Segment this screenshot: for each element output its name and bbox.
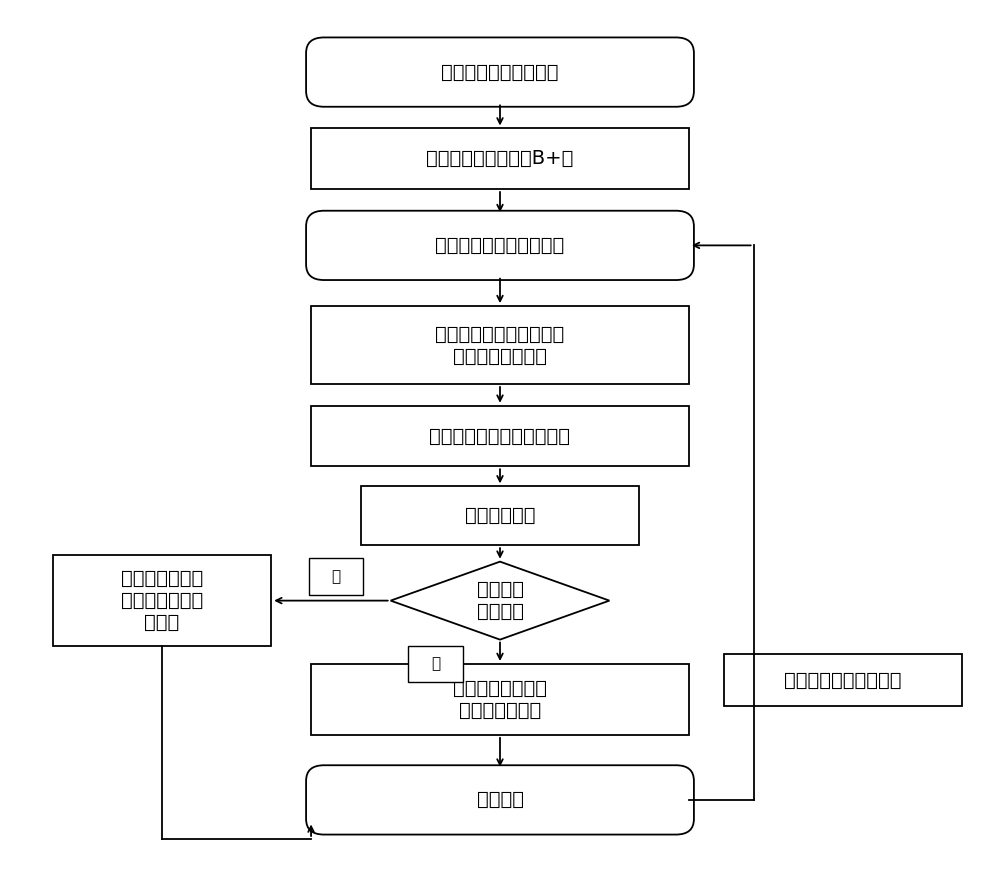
Text: 输出图表: 输出图表: [477, 790, 524, 809]
Text: 封装数据以及表头
信息到透视表中: 封装数据以及表头 信息到透视表中: [453, 679, 547, 720]
Bar: [311, 405, 689, 467]
Text: 分析数据立方体的结构: 分析数据立方体的结构: [441, 63, 559, 82]
FancyBboxPatch shape: [306, 37, 694, 106]
Text: 根据单元属性构造查询语句: 根据单元属性构造查询语句: [430, 426, 570, 446]
FancyBboxPatch shape: [306, 766, 694, 835]
Text: 封装数据以及表
头信息到散点图
矩阵中: 封装数据以及表 头信息到散点图 矩阵中: [121, 569, 203, 632]
Bar: [361, 487, 639, 545]
Text: 计算表头结构: 计算表头结构: [465, 507, 535, 525]
Bar: [311, 664, 689, 735]
Bar: [311, 306, 689, 384]
Bar: [53, 555, 271, 646]
Text: 输入（横纵轴表头配置）: 输入（横纵轴表头配置）: [435, 236, 565, 255]
Text: 横纵轴上
均有度量: 横纵轴上 均有度量: [477, 580, 524, 621]
Bar: [311, 128, 689, 189]
Bar: [408, 645, 463, 682]
Text: 计算表格数据区域的结构
以及表格单元属性: 计算表格数据区域的结构 以及表格单元属性: [435, 324, 565, 365]
Polygon shape: [391, 562, 609, 640]
Text: 修改横纵轴表头的配置: 修改横纵轴表头的配置: [784, 671, 902, 690]
FancyBboxPatch shape: [306, 211, 694, 280]
Text: 是: 是: [331, 569, 340, 584]
Text: 构建立方体维度层级B+树: 构建立方体维度层级B+树: [426, 149, 574, 168]
Bar: [724, 654, 962, 706]
Text: 否: 否: [431, 657, 440, 671]
Bar: [309, 558, 363, 595]
